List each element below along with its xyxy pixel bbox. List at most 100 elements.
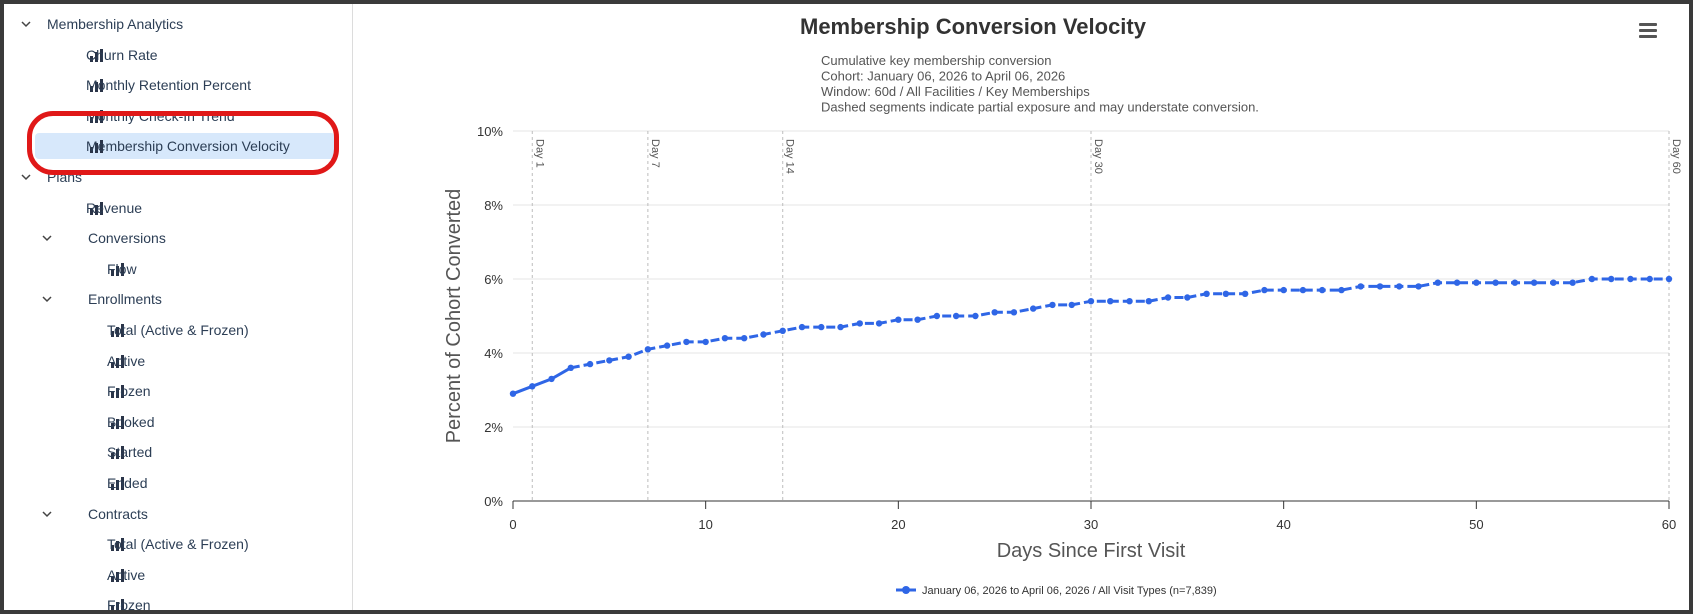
sidebar-item-label: Total (Active & Frozen) [107,322,249,338]
x-tick-label: 60 [1662,517,1676,532]
sidebar-item-label: Revenue [86,199,143,216]
sidebar-item[interactable]: Flow [4,256,344,282]
sidebar-item[interactable]: Monthly Check-In Trend [4,103,344,129]
sidebar-item-label: Membership Conversion Velocity [86,138,290,155]
sidebar-item[interactable]: Frozen [4,378,344,404]
sidebar-item[interactable]: Total (Active & Frozen) [4,531,344,557]
bar-chart-icon [111,415,124,429]
data-point [1588,275,1596,283]
data-point [567,364,574,371]
chart-menu-button[interactable] [1637,20,1661,42]
sidebar-item[interactable]: Booked [4,409,344,435]
data-point [1261,286,1268,294]
sidebar-group[interactable]: Contracts [4,501,344,527]
data-point [933,312,941,320]
chevron-down-icon[interactable] [39,291,55,307]
conversion-velocity-chart: Membership Conversion Velocity Cumulative… [443,14,1682,597]
sidebar-item[interactable]: Membership Conversion Velocity [35,133,335,160]
bar-chart-icon [90,79,103,93]
y-tick-label: 0% [484,494,503,509]
hamburger-menu-icon-bar [1639,35,1657,38]
sidebar-item-label: Total (Active & Frozen) [107,536,249,553]
y-tick-label: 2% [484,420,503,435]
data-point [644,346,652,353]
data-point [1319,286,1326,294]
data-point [1241,290,1249,297]
y-axis-title: Percent of Cohort Converted [443,189,465,444]
sidebar-item[interactable]: Ended [4,470,344,496]
data-point [895,316,902,323]
bar-chart-icon [90,109,103,123]
x-tick-label: 0 [509,517,516,532]
day-marker-label: Day 30 [1092,139,1104,174]
data-point [1473,279,1480,286]
data-point [1164,294,1172,301]
bar-chart-icon [111,385,124,399]
data-point [1299,286,1307,294]
data-point [702,338,709,346]
chart-title: Membership Conversion Velocity [800,14,1147,39]
data-point [1530,279,1538,286]
data-point [1203,290,1210,297]
sidebar-item[interactable]: Revenue [4,195,344,221]
data-point [1492,279,1499,286]
data-point [1376,283,1384,290]
sidebar-item-label: Contracts [88,505,148,522]
day-marker-label: Day 60 [1670,139,1682,174]
sidebar-item[interactable]: Active [4,562,344,588]
data-point [529,383,536,390]
sidebar-item-label: Membership Analytics [47,16,184,32]
sidebar-item[interactable]: Total (Active & Frozen) [4,317,344,343]
bar-chart-icon [111,354,124,368]
sidebar-item-label: Ended [107,475,148,491]
y-tick-label: 6% [484,272,503,287]
data-point [1569,279,1576,286]
bar-chart-icon [111,477,124,490]
data-point [721,335,729,342]
bar-chart-icon [90,48,103,62]
report-navigation-sidebar: Membership Analytics Churn Rate Monthly Re… [4,4,353,610]
data-point [1087,298,1095,305]
sidebar-item[interactable]: Monthly Retention Percent [4,72,344,98]
sidebar-item[interactable]: Churn Rate [4,42,344,68]
chevron-down-icon[interactable] [18,169,34,185]
sidebar-item-label: Enrollments [88,291,162,308]
x-tick-label: 40 [1276,517,1290,532]
sidebar-item[interactable]: Active [4,348,344,374]
x-tick-label: 30 [1084,517,1098,532]
sidebar-item[interactable]: Frozen [4,592,344,610]
chart-subtitle-line: Cumulative key membership conversion [821,53,1051,68]
data-point [606,357,613,364]
data-point [663,342,671,349]
sidebar-group[interactable]: Membership Analytics [4,11,344,37]
data-point [1280,286,1287,294]
data-point [1665,275,1673,283]
data-point [1357,283,1364,290]
data-point [1627,275,1634,283]
app-window: Membership Analytics Churn Rate Monthly Re… [4,4,1689,610]
sidebar-group[interactable]: Enrollments [4,286,344,312]
legend-item-label: January 06, 2026 to April 06, 2026 / All… [922,585,1217,597]
hamburger-menu-icon [1639,23,1657,26]
data-point [1453,279,1461,286]
x-tick-label: 10 [698,517,712,532]
chevron-down-icon[interactable] [39,506,55,522]
sidebar-group[interactable]: Plans [4,164,344,190]
y-tick-label: 10% [477,124,503,139]
sidebar-item-label: Monthly Retention Percent [86,77,251,94]
data-point [509,390,517,397]
chevron-down-icon[interactable] [18,16,34,32]
chevron-down-icon[interactable] [39,230,55,246]
sidebar-item-label: Active [107,566,146,583]
data-point [1049,301,1056,309]
y-tick-label: 8% [484,198,503,213]
data-point [818,323,825,331]
sidebar-item[interactable]: Started [4,439,344,465]
data-point [798,323,806,331]
x-tick-label: 50 [1469,517,1483,532]
data-point [856,320,863,327]
data-point [1550,279,1557,286]
bar-chart-icon [111,538,124,552]
data-point [972,312,979,320]
sidebar-group[interactable]: Conversions [4,225,344,251]
